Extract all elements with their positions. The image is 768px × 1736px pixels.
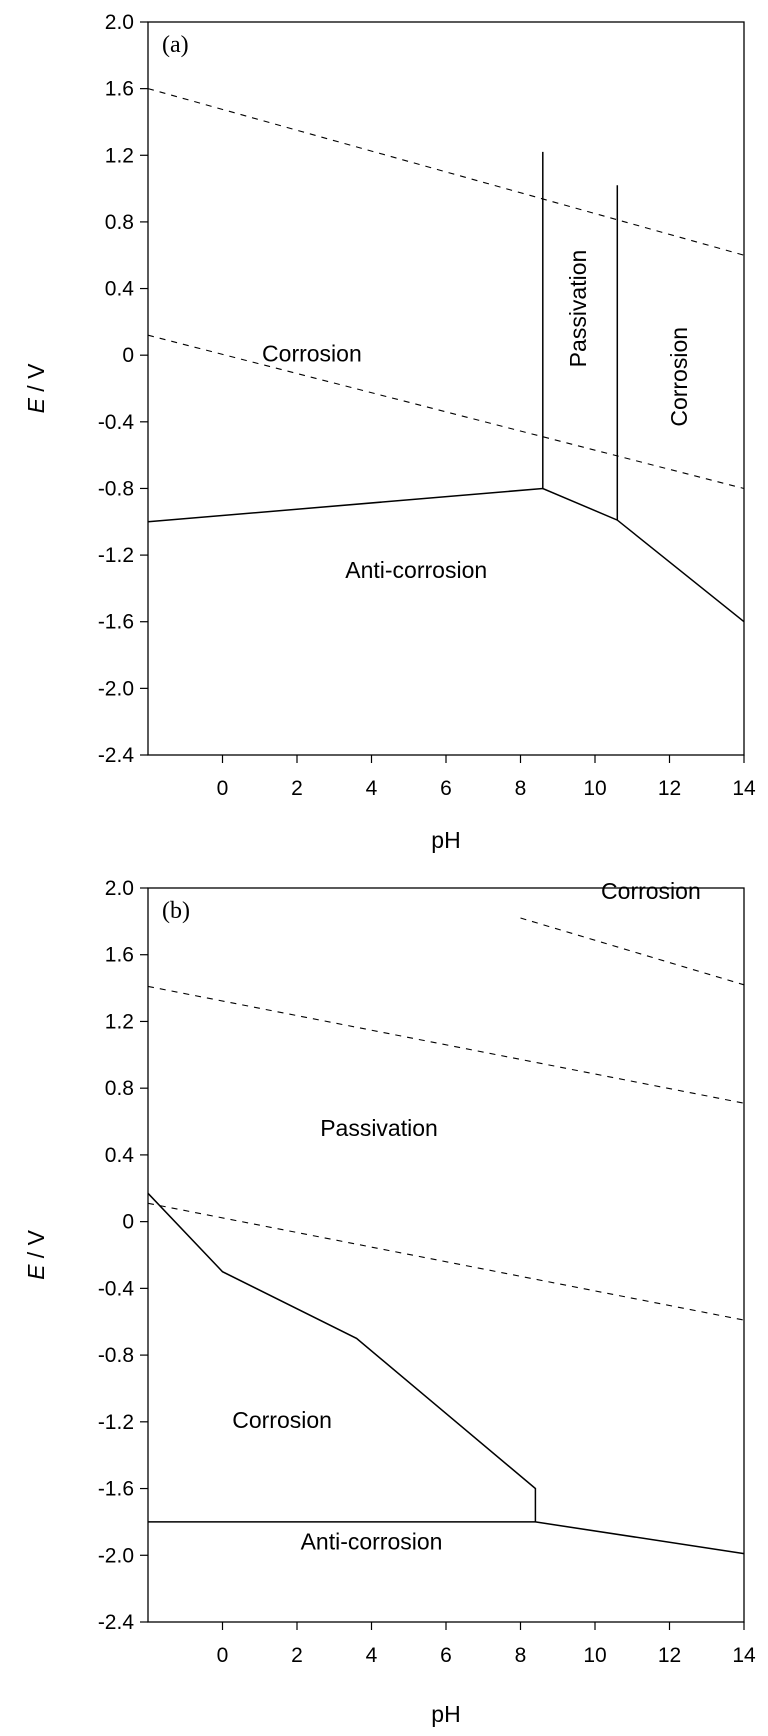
x-tick-label: 12 xyxy=(658,777,681,800)
panel-label: (a) xyxy=(162,32,189,58)
x-axis-label: pH xyxy=(431,827,460,853)
y-tick-label: 0 xyxy=(122,1211,134,1234)
x-tick-label: 0 xyxy=(217,1644,229,1667)
y-axis-label-symbol: E xyxy=(23,1264,49,1280)
region-label: Passivation xyxy=(565,250,591,368)
x-tick-label: 0 xyxy=(217,777,229,800)
y-tick-label: -1.6 xyxy=(98,611,134,634)
y-tick-label: 1.2 xyxy=(105,1010,134,1033)
x-tick-label: 12 xyxy=(658,1644,681,1667)
plot-frame xyxy=(147,21,745,756)
y-tick-label: 1.2 xyxy=(105,144,134,167)
region-label: Corrosion xyxy=(262,340,362,366)
region-label: Passivation xyxy=(320,1115,438,1141)
x-tick-label: 2 xyxy=(291,1644,303,1667)
y-tick-label: 0.8 xyxy=(105,1077,134,1100)
y-tick-label: 1.6 xyxy=(105,944,134,967)
y-axis-label: E / V xyxy=(23,363,49,414)
x-tick-label: 6 xyxy=(440,777,452,800)
plot-frame xyxy=(147,887,745,1623)
solid-boundary-line xyxy=(147,487,745,623)
dashed-boundary-line xyxy=(147,88,745,256)
x-tick-label: 14 xyxy=(732,1644,756,1667)
x-tick-label: 10 xyxy=(583,777,606,800)
y-tick-label: -0.4 xyxy=(98,1277,135,1300)
chart-panel-b: 2.0 1.6 1.2 0.8 0.4 0 -0.4 -0.8 -1.2 -1.6 -2.0 -2.4… xyxy=(23,877,756,1727)
x-tick-label: 6 xyxy=(440,1644,452,1667)
y-tick-label: -2.4 xyxy=(98,1611,135,1634)
y-tick-label: 0 xyxy=(122,344,134,367)
y-tick-label: -0.8 xyxy=(98,477,134,500)
y-axis-label-unit: / V xyxy=(23,1229,49,1264)
region-label: Anti-corrosion xyxy=(345,557,487,583)
y-tick-label: -0.8 xyxy=(98,1344,134,1367)
dashed-boundary-line xyxy=(147,1202,745,1321)
dashed-boundary-line xyxy=(147,985,745,1104)
y-tick-label: -1.6 xyxy=(98,1478,134,1501)
region-label: Corrosion xyxy=(601,878,701,904)
solid-boundary-line xyxy=(148,1521,745,1555)
x-tick-label: 4 xyxy=(366,777,378,800)
x-axis-label: pH xyxy=(431,1701,460,1727)
region-label: Anti-corrosion xyxy=(301,1529,443,1555)
y-tick-label: 2.0 xyxy=(105,11,134,34)
y-tick-label: -0.4 xyxy=(98,411,135,434)
y-tick-label: -1.2 xyxy=(98,544,134,567)
x-tick-label: 2 xyxy=(291,777,303,800)
y-tick-label: -2.0 xyxy=(98,677,134,700)
dashed-boundary-line xyxy=(147,334,745,490)
y-axis-label: E / V xyxy=(23,1229,49,1280)
y-tick-label: -2.0 xyxy=(98,1544,134,1567)
x-tick-label: 8 xyxy=(515,777,527,800)
y-tick-label: 0.8 xyxy=(105,211,134,234)
y-axis-label-symbol: E xyxy=(23,397,49,413)
region-label: Corrosion xyxy=(232,1407,332,1433)
region-label: Corrosion xyxy=(666,327,692,427)
x-tick-label: 14 xyxy=(732,777,756,800)
panel-label: (b) xyxy=(162,898,190,924)
x-tick-label: 10 xyxy=(583,1644,606,1667)
x-tick-label: 4 xyxy=(366,1644,378,1667)
y-tick-label: 1.6 xyxy=(105,78,134,101)
solid-boundary-line xyxy=(147,1192,537,1522)
y-tick-label: 0.4 xyxy=(105,1144,135,1167)
y-tick-label: -2.4 xyxy=(98,744,135,767)
y-tick-label: 0.4 xyxy=(105,278,135,301)
chart-panel-a: 2.0 1.6 1.2 0.8 0.4 0 -0.4 -0.8 -1.2 -1.6 -2.0 -2.4… xyxy=(23,11,756,853)
y-axis-label-unit: / V xyxy=(23,363,49,398)
x-tick-label: 8 xyxy=(515,1644,527,1667)
dashed-boundary-line xyxy=(520,917,745,986)
y-tick-label: -1.2 xyxy=(98,1411,134,1434)
y-tick-label: 2.0 xyxy=(105,877,134,900)
